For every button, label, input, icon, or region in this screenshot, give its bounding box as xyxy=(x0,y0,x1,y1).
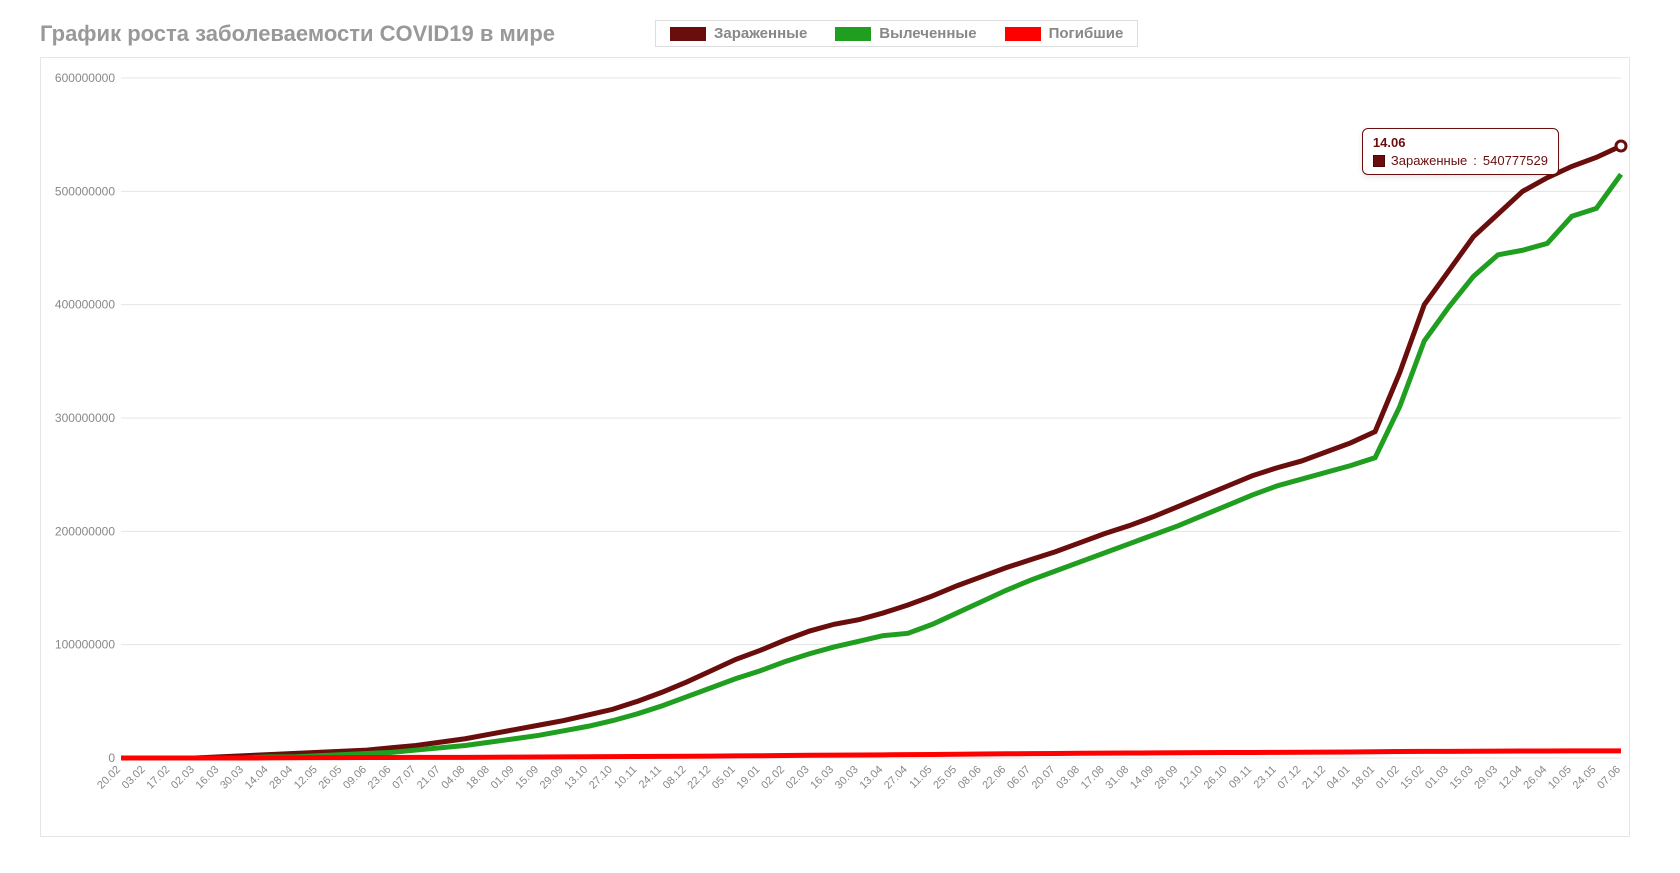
x-axis-tick-label: 20.07 xyxy=(1030,764,1058,792)
x-axis-tick-label: 26.05 xyxy=(316,764,344,792)
legend-item[interactable]: Вылеченные xyxy=(821,21,990,46)
legend-item[interactable]: Погибшие xyxy=(991,21,1138,46)
x-axis-tick-label: 02.03 xyxy=(169,764,197,792)
x-axis-tick-label: 25.05 xyxy=(931,764,959,792)
chart-svg[interactable]: 0 100000000 200000000 300000000 400000000 500… xyxy=(41,58,1631,838)
x-axis-tick-label: 28.04 xyxy=(267,764,295,792)
x-axis-tick-label: 04.01 xyxy=(1325,764,1353,792)
tooltip-marker-icon xyxy=(1616,141,1626,151)
legend-swatch-icon xyxy=(670,27,706,41)
legend-label: Зараженные xyxy=(714,25,807,42)
x-axis-tick-label: 14.04 xyxy=(243,764,271,792)
x-axis-tick-label: 10.05 xyxy=(1546,764,1574,792)
x-axis-tick-label: 24.11 xyxy=(637,764,664,791)
x-axis-tick-label: 23.11 xyxy=(1251,764,1278,791)
x-axis-tick-label: 17.08 xyxy=(1079,764,1107,792)
x-axis-tick-label: 30.03 xyxy=(833,764,861,792)
x-axis-tick-label: 19.01 xyxy=(735,764,763,792)
x-axis-tick-label: 11.05 xyxy=(907,764,934,791)
x-axis-tick-label: 08.06 xyxy=(956,764,984,792)
x-axis-tick-label: 16.03 xyxy=(808,764,836,792)
y-axis-tick-label: 100000000 xyxy=(55,638,115,652)
x-axis-tick-label: 12.04 xyxy=(1497,764,1525,792)
x-axis-tick-label: 02.02 xyxy=(759,764,787,792)
x-axis-tick-label: 15.03 xyxy=(1448,764,1476,792)
legend-item[interactable]: Зараженные xyxy=(656,21,821,46)
x-axis-tick-label: 07.12 xyxy=(1275,764,1303,792)
x-axis-tick-label: 16.03 xyxy=(194,764,222,792)
legend-label: Погибшие xyxy=(1049,25,1124,42)
x-axis-tick-label: 10.11 xyxy=(612,764,639,791)
x-axis-tick-label: 15.09 xyxy=(513,764,541,792)
y-axis-tick-label: 300000000 xyxy=(55,411,115,425)
x-axis-tick-label: 07.07 xyxy=(390,764,418,792)
x-axis-tick-label: 03.08 xyxy=(1054,764,1082,792)
x-axis-tick-label: 31.08 xyxy=(1103,764,1131,792)
x-axis-tick-label: 01.02 xyxy=(1374,764,1402,792)
series-line xyxy=(121,174,1621,758)
series-line xyxy=(121,146,1621,758)
x-axis-tick-label: 13.10 xyxy=(562,764,590,792)
x-axis-tick-label: 26.10 xyxy=(1202,764,1230,792)
x-axis-tick-label: 29.09 xyxy=(538,764,566,792)
x-axis-tick-label: 18.01 xyxy=(1349,764,1377,792)
x-axis-tick-label: 15.02 xyxy=(1398,764,1426,792)
y-axis-tick-label: 600000000 xyxy=(55,71,115,85)
x-axis-tick-label: 03.02 xyxy=(120,764,148,792)
x-axis-tick-label: 26.04 xyxy=(1521,764,1549,792)
x-axis-tick-label: 28.09 xyxy=(1153,764,1181,792)
x-axis-tick-label: 22.12 xyxy=(685,764,713,792)
y-axis-tick-label: 0 xyxy=(108,751,115,765)
x-axis-tick-label: 18.08 xyxy=(464,764,492,792)
x-axis-tick-label: 23.06 xyxy=(366,764,394,792)
legend-swatch-icon xyxy=(1005,27,1041,41)
x-axis-tick-label: 08.12 xyxy=(661,764,689,792)
y-axis-tick-label: 500000000 xyxy=(55,184,115,198)
x-axis-tick-label: 09.06 xyxy=(341,764,369,792)
x-axis-tick-label: 01.09 xyxy=(489,764,517,792)
x-axis-tick-label: 06.07 xyxy=(1005,764,1033,792)
x-axis-tick-label: 29.03 xyxy=(1472,764,1500,792)
y-axis-tick-label: 400000000 xyxy=(55,298,115,312)
chart-title: График роста заболеваемости COVID19 в ми… xyxy=(40,21,555,47)
x-axis-tick-label: 12.10 xyxy=(1177,764,1205,792)
x-axis-tick-label: 27.10 xyxy=(587,764,615,792)
x-axis-tick-label: 30.03 xyxy=(218,764,246,792)
x-axis-tick-label: 12.05 xyxy=(292,764,320,792)
legend-label: Вылеченные xyxy=(879,25,976,42)
x-axis-tick-label: 24.05 xyxy=(1571,764,1599,792)
chart-header: График роста заболеваемости COVID19 в ми… xyxy=(40,20,1640,47)
x-axis-tick-label: 02.03 xyxy=(784,764,812,792)
x-axis-tick-label: 07.06 xyxy=(1595,764,1623,792)
x-axis-tick-label: 27.04 xyxy=(882,764,910,792)
x-axis-tick-label: 13.04 xyxy=(857,764,885,792)
chart-container: 0 100000000 200000000 300000000 400000000 500… xyxy=(40,57,1630,837)
x-axis-tick-label: 21.12 xyxy=(1300,764,1328,792)
x-axis-tick-label: 21.07 xyxy=(415,764,443,792)
x-axis-tick-label: 17.02 xyxy=(144,764,172,792)
x-axis-tick-label: 04.08 xyxy=(439,764,467,792)
x-axis-tick-label: 09.11 xyxy=(1227,764,1254,791)
legend-swatch-icon xyxy=(835,27,871,41)
x-axis-tick-label: 22.06 xyxy=(980,764,1008,792)
x-axis-tick-label: 01.03 xyxy=(1423,764,1451,792)
x-axis-tick-label: 14.09 xyxy=(1128,764,1156,792)
chart-legend: Зараженные Вылеченные Погибшие xyxy=(655,20,1138,47)
y-axis-tick-label: 200000000 xyxy=(55,524,115,538)
x-axis-tick-label: 05.01 xyxy=(710,764,738,792)
x-axis-tick-label: 20.02 xyxy=(95,764,123,792)
